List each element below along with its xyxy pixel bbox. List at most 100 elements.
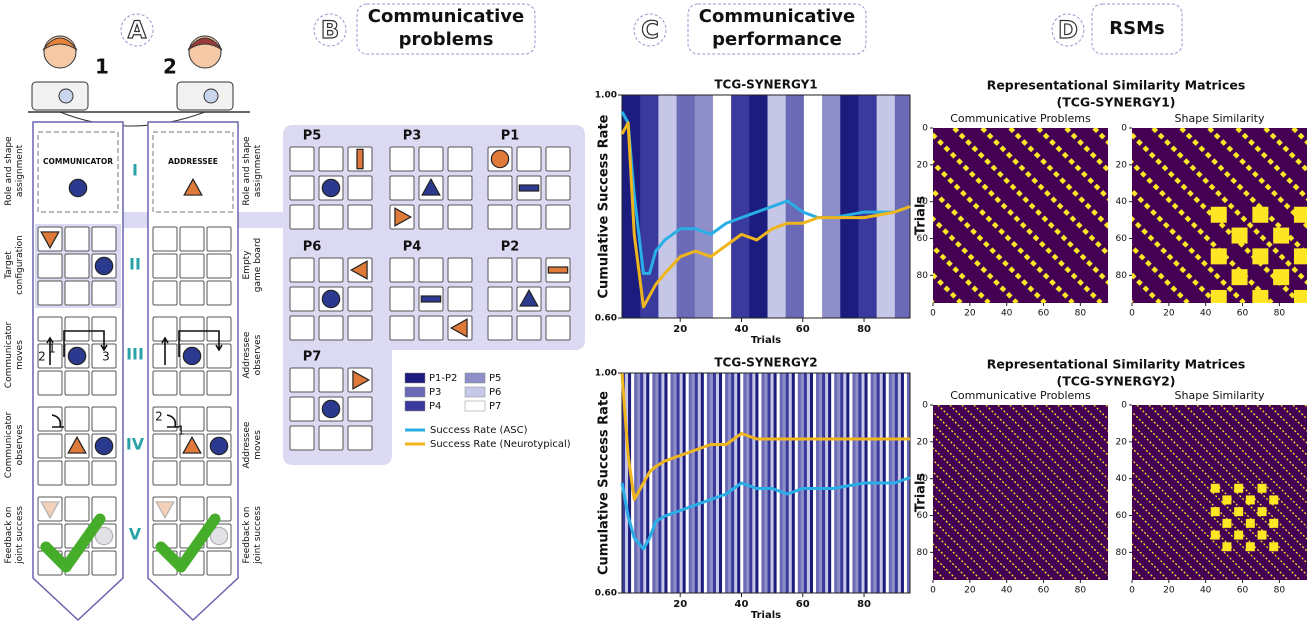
trial-stripe: [746, 373, 749, 593]
board-cell: [517, 147, 541, 171]
move-label: 3: [102, 350, 110, 364]
step-label: moves: [253, 430, 263, 460]
trial-stripe: [761, 373, 764, 593]
step-label: moves: [15, 340, 25, 370]
y-tick-label: 20: [917, 437, 929, 447]
trial-stripe: [822, 373, 825, 593]
board-cell: [517, 258, 541, 282]
trial-stripe: [810, 95, 813, 318]
trial-stripe: [749, 95, 752, 318]
y-tick-label: 20: [1116, 160, 1128, 170]
board-cell: [290, 316, 314, 340]
trial-stripe: [725, 373, 728, 593]
board-cell: [390, 147, 414, 171]
trial-stripe: [810, 373, 813, 593]
trial-stripe: [740, 95, 743, 318]
board-cell: [390, 258, 414, 282]
stage-numeral: I: [132, 161, 138, 180]
y-tick-label: 80: [1116, 271, 1128, 281]
matrix-block: [1258, 531, 1267, 540]
y-tick-label: 0: [1121, 124, 1127, 134]
panel-label: D: [1058, 16, 1078, 44]
y-tick-label: 0: [922, 401, 928, 411]
shape-bar: [548, 267, 567, 273]
board-cell: [207, 254, 231, 278]
x-tick-label: 80: [857, 599, 871, 610]
x-tick-label: 60: [1237, 309, 1249, 319]
board-cell: [348, 316, 372, 340]
trial-stripe: [880, 95, 883, 318]
trial-stripe: [686, 373, 689, 593]
matrix-block: [1246, 542, 1255, 551]
matrix-block: [1211, 484, 1220, 493]
trial-stripe: [637, 373, 640, 593]
trial-stripe: [798, 95, 801, 318]
matrix-block: [1273, 228, 1289, 244]
trial-stripe: [877, 95, 880, 318]
trial-stripe: [689, 373, 692, 593]
trial-stripe: [674, 95, 677, 318]
board-cell: [390, 316, 414, 340]
board-cell: [348, 426, 372, 450]
board-cell: [180, 461, 204, 485]
trial-stripe: [664, 95, 667, 318]
trial-stripe: [704, 95, 707, 318]
trial-stripe: [819, 373, 822, 593]
trial-stripe: [661, 95, 664, 318]
x-tick-label: 80: [1274, 586, 1286, 596]
matrix-subtitle: Communicative Problems: [950, 389, 1091, 402]
board-cell: [546, 287, 570, 311]
board-cell: [180, 497, 204, 521]
trial-stripe: [683, 95, 686, 318]
trial-stripe: [725, 95, 728, 318]
board-cell: [448, 176, 472, 200]
x-tick-label: 40: [1001, 309, 1013, 319]
x-tick-label: 40: [1200, 309, 1212, 319]
player-number: 1: [95, 55, 109, 79]
trial-stripe: [780, 95, 783, 318]
trial-stripe: [786, 95, 789, 318]
x-tick-label: 20: [964, 586, 976, 596]
trial-stripe: [813, 95, 816, 318]
chart-title: TCG-SYNERGY1: [714, 78, 817, 92]
board-cell: [153, 227, 177, 251]
step-label: Addressee: [242, 421, 252, 468]
move-label: 1: [48, 342, 56, 356]
board-cell: [153, 281, 177, 305]
trial-stripe: [752, 373, 755, 593]
board-cell: [290, 397, 314, 421]
matrix-title: (TCG-SYNERGY1): [1057, 95, 1176, 110]
trial-stripe: [634, 373, 637, 593]
board-cell: [348, 176, 372, 200]
panel-label: A: [128, 16, 147, 44]
x-tick-label: 80: [1274, 309, 1286, 319]
trial-stripe: [834, 373, 837, 593]
board-cell: [448, 205, 472, 229]
board-cell: [180, 371, 204, 395]
board-cell: [65, 281, 89, 305]
trial-stripe: [661, 373, 664, 593]
y-tick-label: 1.00: [595, 91, 617, 101]
y-tick-label: 80: [917, 271, 929, 281]
matrix-title: Representational Similarity Matrices: [987, 357, 1246, 372]
step-label: Empty: [242, 250, 252, 280]
x-tick-label: 40: [1001, 586, 1013, 596]
x-tick-label: 20: [964, 309, 976, 319]
trial-stripe: [816, 95, 819, 318]
legend-label: P3: [429, 387, 441, 398]
trial-stripe: [677, 95, 680, 318]
y-tick-label: 0.60: [595, 314, 617, 324]
panel-label: B: [321, 16, 339, 44]
legend-label: P4: [429, 401, 441, 412]
matrix-block: [1246, 519, 1255, 528]
controller: [59, 89, 73, 103]
trial-stripe: [734, 95, 737, 318]
trial-stripe: [813, 373, 816, 593]
trial-stripe: [671, 95, 674, 318]
problem-label: P1: [501, 129, 520, 144]
board-cell: [390, 287, 414, 311]
board-cell: [488, 316, 512, 340]
legend-swatch: [405, 401, 425, 411]
trial-stripe: [807, 95, 810, 318]
y-tick-label: 40: [917, 197, 929, 207]
